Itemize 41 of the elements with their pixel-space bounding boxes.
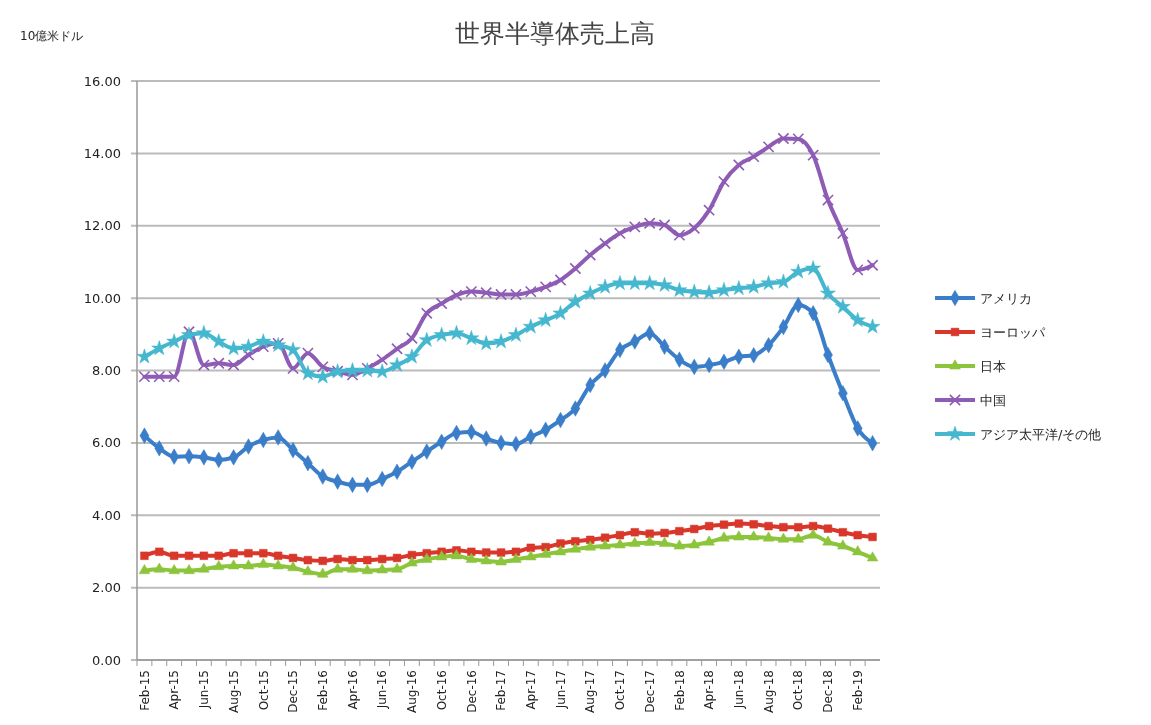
x-tick-label: Oct-18: [791, 670, 806, 711]
x-tick-label: Oct-16: [434, 670, 449, 711]
y-tick-label: 14.00: [83, 145, 121, 161]
x-tick-label: Apr-17: [523, 670, 538, 710]
x-tick-label: Feb-16: [315, 670, 330, 711]
x-tick-label: Aug-18: [761, 670, 776, 714]
x-tick-label: Feb-19: [850, 670, 865, 711]
y-tick-label: 4.00: [92, 507, 121, 523]
x-tick-label: Jun-16: [375, 670, 390, 710]
x-tick-label: Dec-17: [642, 670, 657, 713]
y-tick-label: 2.00: [92, 580, 121, 596]
y-tick-label: 10.00: [83, 290, 121, 306]
y-tick-label: 6.00: [92, 435, 121, 451]
y-tick-label: 12.00: [83, 218, 121, 234]
x-tick-label: Jun-15: [197, 670, 212, 710]
x-tick-label: Apr-18: [702, 670, 717, 710]
x-tick-label: Feb-18: [672, 670, 687, 711]
x-tick-label: Oct-17: [613, 670, 628, 711]
x-tick-label: Aug-15: [226, 670, 241, 714]
x-tick-label: Jun-17: [553, 670, 568, 710]
chart-title: 世界半導体売上高: [455, 19, 655, 48]
x-tick-label: Dec-15: [286, 670, 301, 713]
y-tick-label: 16.00: [83, 73, 121, 89]
x-tick-label: Aug-17: [583, 670, 598, 714]
legend-label: 中国: [980, 392, 1006, 408]
x-tick-label: Dec-16: [464, 670, 479, 713]
y-tick-label: 8.00: [92, 363, 121, 379]
y-axis-title: 10億米ドル: [20, 29, 84, 43]
x-tick-label: Jun-18: [732, 670, 747, 710]
x-tick-label: Oct-15: [256, 670, 271, 711]
legend-label: 日本: [980, 358, 1006, 374]
x-tick-label: Dec-18: [821, 670, 836, 713]
x-tick-label: Feb-15: [137, 670, 152, 711]
x-tick-label: Feb-17: [494, 670, 509, 711]
legend-label: ヨーロッパ: [980, 324, 1046, 340]
y-tick-label: 0.00: [92, 652, 121, 668]
x-tick-label: Apr-15: [167, 670, 182, 710]
legend-label: アメリカ: [980, 290, 1032, 306]
legend-label: アジア太平洋/その他: [980, 426, 1102, 442]
x-tick-label: Aug-16: [405, 670, 420, 714]
x-tick-label: Apr-16: [345, 670, 360, 710]
